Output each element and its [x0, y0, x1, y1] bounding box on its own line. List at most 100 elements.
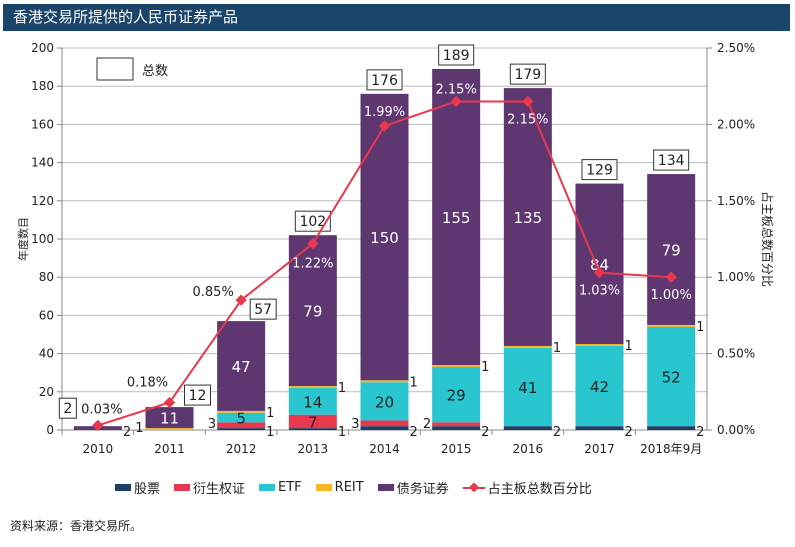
data-label-REIT: 1 — [266, 406, 274, 421]
bar-segment-债务证券 — [503, 88, 552, 346]
x-tick-label: 2013 — [298, 442, 329, 456]
bar-segment-ETF — [503, 347, 552, 427]
data-label-债务证券: 2 — [123, 425, 131, 440]
data-label-REIT: 1 — [553, 341, 561, 356]
legend-label: 债务证券 — [396, 482, 449, 497]
y-tick-label: 140 — [31, 156, 54, 170]
bar-segment-ETF — [360, 382, 409, 421]
total-box — [581, 159, 618, 181]
data-label-ETF: 29 — [447, 387, 466, 405]
bar-segment-债务证券 — [145, 407, 194, 429]
total-box — [249, 298, 277, 320]
y-tick-label: 80 — [39, 270, 54, 284]
data-label-ETF: 14 — [303, 393, 322, 411]
x-tick-label: 2016 — [513, 442, 544, 456]
percent-label: 1.99% — [364, 105, 405, 120]
legend-swatch — [115, 484, 131, 491]
bar-segment-股票 — [288, 428, 337, 430]
total-box — [366, 69, 403, 91]
legend-swatch — [315, 484, 332, 491]
bar-segment-REIT — [145, 428, 194, 430]
bar-segment-债务证券 — [217, 321, 266, 411]
data-label-股票: 2 — [410, 425, 418, 440]
x-tick-label: 2014 — [369, 442, 400, 456]
bar-segment-ETF — [217, 412, 266, 423]
data-label-ETF: 52 — [662, 369, 681, 387]
data-label-债务证券: 47 — [232, 358, 251, 376]
y-right-tick-label: 0.50% — [717, 347, 755, 361]
total-box — [653, 149, 690, 171]
percent-label: 1.22% — [292, 257, 333, 272]
total-box — [184, 384, 211, 406]
y-tick-label: 0 — [46, 423, 54, 437]
percent-label: 2.15% — [436, 82, 477, 97]
bar-segment-衍生权证 — [432, 422, 481, 427]
percent-label: 1.03% — [579, 284, 620, 299]
total-box — [58, 397, 77, 419]
y-tick-label: 100 — [31, 232, 54, 246]
y-right-tick-label: 0.00% — [717, 423, 755, 437]
data-label-REIT: 1 — [338, 381, 346, 396]
y-right-axis-label: 占主板总数百分比 — [760, 191, 775, 287]
legend-label: 股票 — [134, 482, 161, 497]
bar-segment-股票 — [217, 428, 266, 430]
bar-segment-ETF — [288, 387, 337, 415]
data-label-债务证券: 150 — [370, 229, 399, 247]
totals-legend-box — [96, 57, 134, 81]
bar-segment-股票 — [503, 426, 552, 430]
bar-segment-ETF — [575, 345, 624, 427]
bar-segment-衍生权证 — [360, 420, 409, 427]
y-tick-label: 200 — [31, 41, 54, 55]
y-right-tick-label: 2.50% — [717, 41, 755, 55]
bar-segment-股票 — [575, 426, 624, 430]
legend-label: 占主板总数百分比 — [487, 482, 592, 497]
bar-segment-REIT — [647, 324, 696, 327]
data-label-股票: 2 — [696, 425, 704, 440]
data-label-股票: 2 — [481, 425, 489, 440]
data-label-债务证券: 135 — [514, 209, 543, 227]
data-label-衍生权证: 7 — [308, 413, 318, 431]
total-label: 176 — [371, 73, 398, 89]
data-label-债务证券: 11 — [160, 410, 179, 428]
data-label-股票: 1 — [338, 425, 346, 440]
bar-segment-股票 — [432, 426, 481, 430]
data-label-股票: 2 — [553, 425, 561, 440]
legend-item-ETF: ETF — [259, 480, 302, 495]
percent-label: 1.00% — [651, 288, 692, 303]
data-label-债务证券: 79 — [303, 303, 322, 321]
total-label: 134 — [658, 153, 685, 169]
total-box — [509, 63, 546, 85]
totals-legend-label: 总数 — [142, 64, 168, 79]
data-label-股票: 1 — [266, 425, 274, 440]
bar-segment-REIT — [503, 345, 552, 348]
data-label-ETF: 42 — [590, 378, 609, 396]
legend-item-REIT: REIT — [315, 480, 364, 495]
percent-marker — [235, 294, 247, 306]
percent-label: 0.03% — [81, 402, 122, 417]
total-label: 102 — [299, 214, 326, 230]
y-right-tick-label: 1.50% — [717, 194, 755, 208]
y-right-tick-label: 1.00% — [717, 270, 755, 284]
x-tick-label: 2015 — [441, 442, 472, 456]
y-right-tick-label: 2.00% — [717, 117, 755, 131]
line-marker-icon — [462, 482, 485, 492]
bar-segment-REIT — [432, 365, 481, 367]
data-label-衍生权证: 2 — [423, 417, 431, 432]
y-tick-label: 40 — [39, 347, 54, 361]
total-label: 12 — [189, 388, 207, 404]
legend-swatch — [259, 484, 276, 491]
data-label-ETF: 41 — [518, 379, 537, 397]
bar-segment-REIT — [575, 344, 624, 346]
legend-swatch — [174, 484, 191, 491]
data-label-衍生权证: 3 — [208, 417, 216, 432]
chart-title: 香港交易所提供的人民币证券产品 — [3, 4, 790, 31]
percent-label: 0.18% — [127, 375, 168, 390]
y-tick-label: 20 — [39, 385, 54, 399]
percent-marker — [593, 266, 606, 279]
bar-segment-债务证券 — [288, 235, 337, 387]
data-label-债务证券: 79 — [662, 242, 681, 260]
legend-item-line: 占主板总数百分比 — [462, 478, 592, 497]
total-label: 129 — [586, 163, 613, 179]
percent-marker — [307, 237, 319, 250]
legend-label: REIT — [334, 480, 364, 495]
